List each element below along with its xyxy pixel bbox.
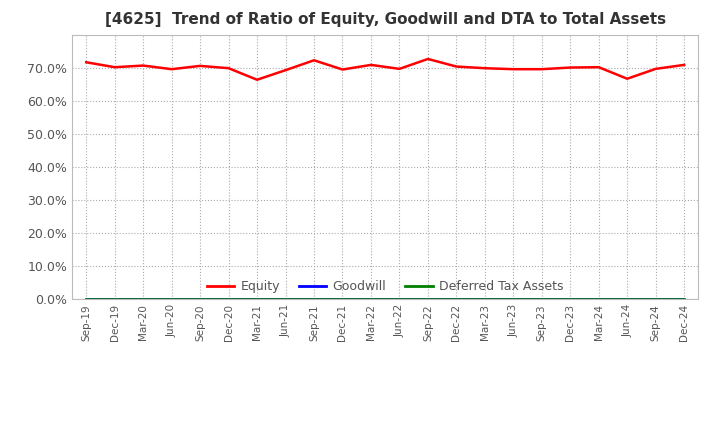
Deferred Tax Assets: [509, 297, 518, 302]
Deferred Tax Assets: [110, 297, 119, 302]
Deferred Tax Assets: [310, 297, 318, 302]
Equity: [196, 63, 204, 69]
Equity: [338, 67, 347, 72]
Goodwill: [139, 297, 148, 302]
Equity: [139, 63, 148, 68]
Goodwill: [310, 297, 318, 302]
Equity: [310, 58, 318, 63]
Equity: [537, 66, 546, 72]
Goodwill: [652, 297, 660, 302]
Goodwill: [452, 297, 461, 302]
Goodwill: [423, 297, 432, 302]
Equity: [452, 64, 461, 69]
Deferred Tax Assets: [139, 297, 148, 302]
Deferred Tax Assets: [423, 297, 432, 302]
Goodwill: [167, 297, 176, 302]
Deferred Tax Assets: [595, 297, 603, 302]
Equity: [82, 59, 91, 65]
Equity: [110, 65, 119, 70]
Deferred Tax Assets: [480, 297, 489, 302]
Equity: [282, 67, 290, 73]
Deferred Tax Assets: [537, 297, 546, 302]
Equity: [395, 66, 404, 71]
Equity: [652, 66, 660, 71]
Goodwill: [595, 297, 603, 302]
Deferred Tax Assets: [366, 297, 375, 302]
Goodwill: [366, 297, 375, 302]
Equity: [480, 66, 489, 71]
Deferred Tax Assets: [82, 297, 91, 302]
Deferred Tax Assets: [338, 297, 347, 302]
Equity: [623, 76, 631, 81]
Equity: [566, 65, 575, 70]
Equity: [595, 65, 603, 70]
Goodwill: [225, 297, 233, 302]
Goodwill: [566, 297, 575, 302]
Equity: [509, 66, 518, 72]
Goodwill: [623, 297, 631, 302]
Equity: [253, 77, 261, 82]
Goodwill: [509, 297, 518, 302]
Equity: [423, 56, 432, 62]
Legend: Equity, Goodwill, Deferred Tax Assets: Equity, Goodwill, Deferred Tax Assets: [202, 275, 569, 298]
Goodwill: [82, 297, 91, 302]
Goodwill: [110, 297, 119, 302]
Deferred Tax Assets: [225, 297, 233, 302]
Deferred Tax Assets: [452, 297, 461, 302]
Deferred Tax Assets: [196, 297, 204, 302]
Goodwill: [196, 297, 204, 302]
Deferred Tax Assets: [623, 297, 631, 302]
Goodwill: [338, 297, 347, 302]
Line: Equity: Equity: [86, 59, 684, 80]
Goodwill: [680, 297, 688, 302]
Goodwill: [480, 297, 489, 302]
Deferred Tax Assets: [282, 297, 290, 302]
Goodwill: [253, 297, 261, 302]
Goodwill: [282, 297, 290, 302]
Deferred Tax Assets: [680, 297, 688, 302]
Equity: [225, 66, 233, 71]
Deferred Tax Assets: [253, 297, 261, 302]
Deferred Tax Assets: [395, 297, 404, 302]
Deferred Tax Assets: [566, 297, 575, 302]
Equity: [366, 62, 375, 67]
Deferred Tax Assets: [652, 297, 660, 302]
Title: [4625]  Trend of Ratio of Equity, Goodwill and DTA to Total Assets: [4625] Trend of Ratio of Equity, Goodwil…: [104, 12, 666, 27]
Deferred Tax Assets: [167, 297, 176, 302]
Goodwill: [395, 297, 404, 302]
Equity: [167, 66, 176, 72]
Equity: [680, 62, 688, 67]
Goodwill: [537, 297, 546, 302]
